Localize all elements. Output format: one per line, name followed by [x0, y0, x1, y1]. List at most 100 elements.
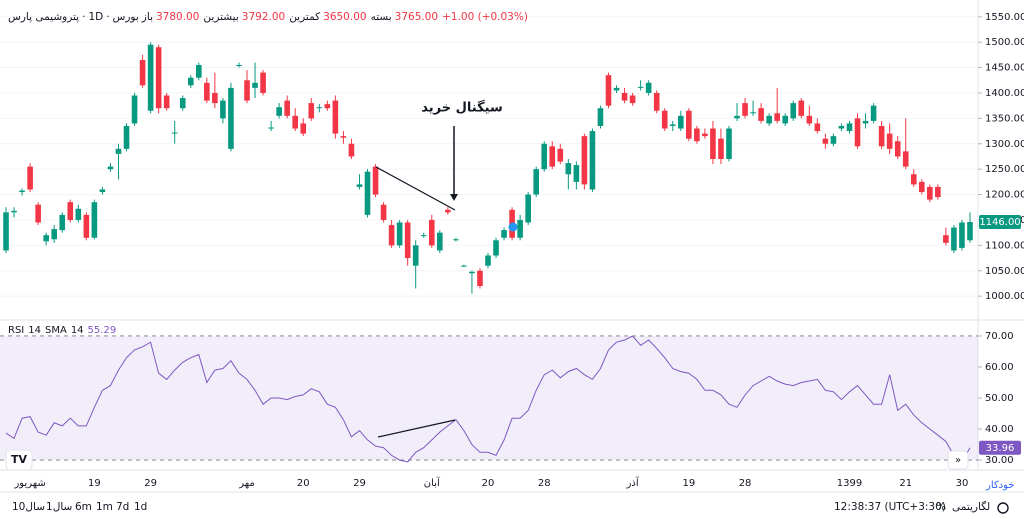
x-tick-label: 19 — [88, 478, 101, 489]
symbol: پتروشیمی پارس — [8, 11, 80, 23]
candle-body — [629, 95, 636, 104]
candle-body — [814, 123, 821, 132]
candle-body — [212, 92, 218, 104]
candle-body — [147, 44, 154, 111]
candle-body — [597, 108, 604, 126]
tv-logo[interactable]: TV — [5, 449, 33, 471]
x-tick-label: آبان — [424, 476, 441, 489]
candle-body — [461, 265, 467, 267]
y-tick-label: 70.00 — [985, 331, 1014, 342]
period-button[interactable]: 1سال — [46, 501, 73, 513]
last-value-box — [979, 440, 1021, 455]
log-button[interactable]: لگاریتمی — [952, 501, 991, 513]
y-tick-label: 1400.00 — [985, 88, 1024, 99]
candle-body — [163, 95, 170, 109]
rsi-line — [5, 335, 971, 463]
indicator-length: 14 — [28, 325, 41, 336]
candle-body — [902, 151, 909, 167]
candle-body — [935, 186, 941, 198]
candle-body — [967, 221, 973, 241]
x-tick-label: آذر — [626, 476, 640, 489]
candle-body — [348, 143, 355, 157]
candle-body — [91, 202, 98, 238]
last-price-label: 1146.00 — [979, 217, 1020, 228]
candle-body — [565, 163, 572, 175]
candle-body — [412, 245, 419, 266]
settings-button[interactable] — [997, 502, 1009, 514]
candle-body — [927, 186, 933, 200]
scroll-button[interactable]: » — [947, 450, 969, 470]
candle-body — [469, 271, 475, 274]
candle-body — [115, 148, 122, 154]
band — [0, 335, 978, 461]
candle-body — [525, 194, 531, 223]
candle-body — [694, 128, 700, 142]
y-tick-label: 1100.00 — [985, 240, 1024, 251]
period-button[interactable]: 1d — [134, 501, 148, 513]
x-tick-label: 20 — [482, 478, 495, 489]
candle-body — [846, 123, 853, 132]
x-tick-label: 21 — [899, 478, 912, 489]
candle-body — [252, 82, 258, 88]
candle-body — [557, 148, 564, 162]
y-tick-label: 1350.00 — [985, 113, 1024, 124]
interval: 1D — [88, 11, 104, 23]
last-price-box — [979, 214, 1021, 229]
y-tick-label: 1450.00 — [985, 63, 1024, 74]
candle-body — [790, 103, 797, 119]
candle-body — [806, 115, 813, 124]
candle-body — [404, 222, 411, 259]
candle-body — [894, 141, 901, 157]
period-button[interactable]: 1m — [96, 501, 113, 513]
candle-body — [420, 235, 427, 237]
candle-body — [83, 214, 90, 238]
candle-body — [605, 75, 612, 106]
auto-button[interactable]: خودکار — [986, 480, 1015, 491]
indicator-legend: RSI 14 SMA 14 55.29 — [8, 325, 116, 336]
x-tick-label: 1399 — [837, 478, 862, 489]
y-tick-label: 60.00 — [985, 362, 1014, 373]
candle-body — [766, 115, 772, 124]
x-tick-label: 29 — [353, 478, 366, 489]
candle-body — [11, 210, 17, 213]
change: +1.00 (+0.03%) — [442, 11, 528, 23]
candle-body — [364, 171, 371, 215]
y-tick-label: 40.00 — [985, 424, 1014, 435]
indicator-name: RSI — [8, 325, 25, 336]
candle-body — [179, 98, 186, 109]
period-button[interactable]: 10سال — [12, 501, 46, 513]
candle-body — [710, 128, 716, 159]
field-label: بیشترین — [203, 11, 239, 23]
candle-body — [677, 115, 684, 129]
x-tick-label: شهریور — [13, 478, 45, 489]
y-tick-label: 1500.00 — [985, 37, 1024, 48]
candle-body — [123, 125, 130, 149]
candle-body — [75, 208, 82, 220]
candle-body — [356, 184, 363, 187]
candle-body — [139, 59, 146, 86]
candle-body — [372, 166, 379, 195]
candle-body — [453, 239, 459, 241]
candle-body — [51, 229, 58, 240]
candle-body — [734, 115, 740, 119]
candle-body — [589, 131, 596, 190]
candle-body — [493, 240, 499, 256]
y-tick-label: 1250.00 — [985, 164, 1024, 175]
x-tick-label: 28 — [538, 478, 551, 489]
candle-body — [943, 235, 949, 243]
y-tick-label: 30.00 — [985, 455, 1014, 466]
candle-body — [35, 204, 41, 223]
candle-body — [581, 136, 588, 185]
candle-body — [653, 92, 660, 111]
candle-body — [830, 136, 837, 144]
period-button[interactable]: 7d — [116, 501, 130, 513]
annotation: سیگنال خرید — [421, 100, 503, 116]
candle-body — [686, 110, 692, 139]
candle-body — [822, 138, 829, 144]
candle-body — [637, 86, 644, 88]
candle-body — [171, 132, 178, 134]
candle-body — [107, 166, 114, 170]
percent-button[interactable]: % — [936, 501, 946, 513]
period-button[interactable]: 6m — [75, 501, 92, 513]
